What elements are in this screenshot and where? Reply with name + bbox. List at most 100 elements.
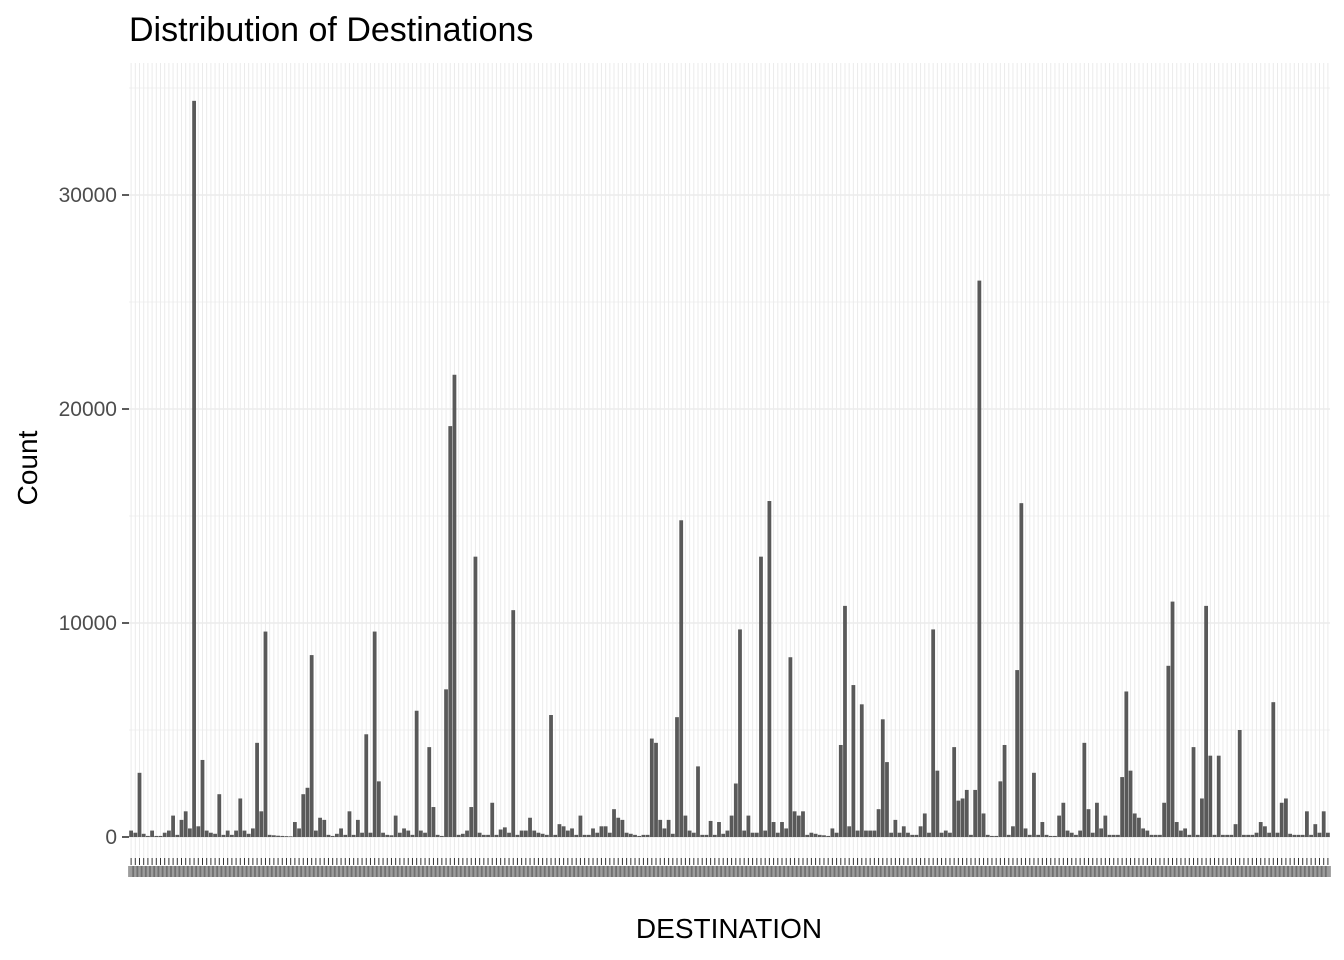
- x-tick-label-glyphs: [359, 866, 366, 877]
- bar: [519, 830, 524, 837]
- x-tick-label-glyphs: [325, 866, 332, 877]
- x-tick-label-glyphs: [1194, 866, 1201, 877]
- bar: [1032, 772, 1036, 837]
- x-tick-label-glyphs: [1064, 866, 1071, 877]
- bar: [977, 280, 982, 838]
- x-tick-label-glyphs: [913, 866, 920, 877]
- x-tick-label-glyphs: [375, 866, 382, 877]
- x-tick-label-glyphs: [875, 866, 882, 877]
- x-tick-label-glyphs: [1131, 866, 1138, 877]
- x-tick-label-glyphs: [921, 866, 928, 877]
- bar: [1086, 809, 1091, 837]
- x-tick-label-glyphs: [632, 866, 639, 877]
- bar: [901, 826, 906, 837]
- x-tick-label-glyphs: [1236, 866, 1243, 877]
- bar: [662, 828, 667, 837]
- x-tick-label-glyphs: [384, 866, 391, 877]
- bar: [960, 798, 965, 837]
- bar: [1040, 822, 1045, 837]
- x-tick-label-glyphs: [707, 866, 714, 877]
- bar: [351, 834, 356, 837]
- x-tick-label-glyphs: [128, 866, 135, 877]
- bar: [528, 817, 532, 837]
- x-tick-label-glyphs: [703, 866, 710, 877]
- bar: [876, 809, 881, 837]
- x-tick-label-glyphs: [1249, 866, 1256, 877]
- x-tick-label-glyphs: [1110, 866, 1117, 877]
- x-tick-label-glyphs: [829, 866, 836, 877]
- x-tick-label-glyphs: [270, 866, 277, 877]
- x-tick-label-glyphs: [879, 866, 886, 877]
- bar: [158, 835, 163, 837]
- x-tick-label-glyphs: [1026, 866, 1033, 877]
- x-tick-label-glyphs: [682, 866, 689, 877]
- bar: [1166, 665, 1171, 837]
- x-tick-label-glyphs: [1228, 866, 1235, 877]
- x-tick-label-glyphs: [1081, 866, 1088, 877]
- x-tick-label-glyphs: [686, 866, 693, 877]
- bar: [511, 610, 516, 837]
- x-tick-label-glyphs: [951, 866, 958, 877]
- x-tick-label-glyphs: [1303, 866, 1310, 877]
- x-tick-label-glyphs: [837, 866, 844, 877]
- x-tick-label-glyphs: [1005, 866, 1012, 877]
- y-axis: 0 10000 20000 30000: [59, 184, 129, 849]
- x-tick-label-glyphs: [619, 866, 626, 877]
- x-tick-label-glyphs: [220, 866, 227, 877]
- bar: [864, 830, 868, 837]
- bar: [763, 830, 768, 837]
- bar: [1288, 833, 1292, 837]
- bar: [956, 800, 961, 837]
- bar: [591, 828, 595, 837]
- x-tick-label-glyphs: [1035, 866, 1042, 877]
- bar: [1174, 822, 1179, 837]
- bar: [767, 501, 772, 837]
- bar: [1317, 832, 1322, 837]
- x-tick-label-glyphs: [1018, 866, 1025, 877]
- bar: [859, 704, 864, 837]
- bar: [1313, 824, 1318, 837]
- x-tick-label-glyphs: [1295, 866, 1302, 877]
- x-tick-label-glyphs: [883, 866, 890, 877]
- bar: [1292, 834, 1297, 837]
- bar: [192, 100, 196, 838]
- bar: [1216, 755, 1221, 837]
- x-tick-label-glyphs: [485, 866, 492, 877]
- x-tick-label-glyphs: [245, 866, 252, 877]
- x-tick-label-glyphs: [564, 866, 571, 877]
- bar: [196, 826, 201, 837]
- bar: [469, 807, 474, 837]
- x-tick-label-glyphs: [413, 866, 420, 877]
- x-tick-label-glyphs: [430, 866, 437, 877]
- bar: [297, 828, 301, 837]
- x-tick-label-glyphs: [1215, 866, 1222, 877]
- x-tick-label-glyphs: [354, 866, 361, 877]
- x-tick-label-glyphs: [942, 866, 949, 877]
- x-tick-label-glyphs: [766, 866, 773, 877]
- x-tick-label-glyphs: [594, 866, 601, 877]
- bar: [385, 834, 390, 837]
- bar: [532, 830, 537, 837]
- x-tick-label-glyphs: [203, 866, 210, 877]
- bar: [813, 833, 818, 837]
- x-tick-label-glyphs: [476, 866, 483, 877]
- bar: [1183, 828, 1188, 837]
- bar: [721, 833, 726, 837]
- x-tick-label-glyphs: [388, 866, 395, 877]
- x-tick-label-glyphs: [820, 866, 827, 877]
- x-tick-label-glyphs: [993, 866, 1000, 877]
- x-tick-label-glyphs: [1047, 866, 1054, 877]
- bar: [1153, 834, 1158, 837]
- x-tick-label-glyphs: [1173, 866, 1180, 877]
- x-tick-label-glyphs: [745, 866, 752, 877]
- x-tick-label-glyphs: [291, 866, 298, 877]
- x-tick-label-glyphs: [1211, 866, 1218, 877]
- bar: [523, 830, 528, 837]
- bar: [288, 836, 293, 837]
- x-tick-label-glyphs: [426, 866, 433, 877]
- x-tick-label-glyphs: [711, 866, 718, 877]
- bar: [830, 828, 835, 837]
- bar: [822, 835, 826, 837]
- bar: [418, 830, 423, 837]
- bar: [658, 819, 663, 837]
